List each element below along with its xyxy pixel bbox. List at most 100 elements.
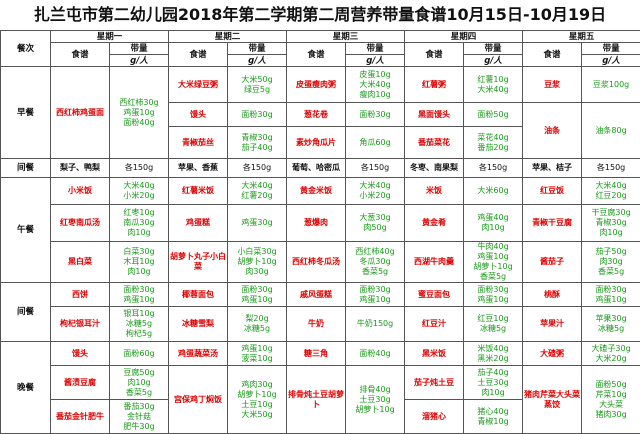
dish-name: 西湖牛肉羹 (404, 241, 465, 283)
dish-amount: 红薯10g 大米40g (463, 66, 524, 103)
dish-name: 番茄金针肥牛 (50, 399, 110, 434)
dish-amount: 牛肉40g 鸡蛋10g 胡萝卜10g 香菜5g (463, 241, 524, 283)
meal-label-lunch: 午餐 (0, 177, 51, 283)
dish-amount: 大米40g 小米20g (345, 177, 406, 205)
dish-amount: 大米40g 小米20g (108, 177, 170, 205)
dish-amount: 角瓜60g (345, 126, 406, 159)
dish-amount: 鸡肉30g 胡萝卜10g 土豆10g 大米50g (227, 365, 288, 434)
dish-amount: 面粉30g 鸡蛋10g (345, 282, 406, 307)
header-unit: g/人 (345, 54, 406, 67)
header-amount-label: 带量 (345, 42, 406, 55)
dish-name: 鸡蛋糕 (168, 204, 229, 242)
dish-amount: 干豆腐30g 青椒30g 肉10g (581, 204, 640, 242)
dish-amount: 面粉50g (463, 102, 524, 127)
dish-name: 冰糖雪梨 (168, 306, 229, 342)
header-amount-label: 带量 (463, 42, 524, 55)
meal-label-snack1: 间餐 (0, 158, 51, 178)
dish-amount: 大碴子30g 大米20g (581, 341, 640, 366)
dish-name: 黑白菜 (50, 241, 110, 283)
dish-name: 素炒角瓜片 (286, 126, 347, 159)
dish-name: 豆浆 (522, 66, 583, 103)
dish-name: 西饼 (50, 282, 110, 307)
dish-name: 皮蛋瘦肉粥 (286, 66, 347, 103)
header-dish-label: 食谱 (404, 42, 465, 67)
dish-name: 酱渍豆腐 (50, 365, 110, 400)
dish-name: 桃酥 (522, 282, 583, 307)
header-unit: g/人 (108, 54, 170, 67)
dish-name: 西红柿鸡蛋面 (50, 66, 110, 159)
menu-table: 餐次 星期一 星期二 星期三 星期四 星期五 食谱 带量 食谱 带量 食谱 带量 食谱 带量 食谱 带量 g/人… (0, 30, 640, 434)
snack-fruit: 苹果、桔子 (522, 158, 583, 178)
dish-amount: 面粉60g (108, 341, 170, 366)
dish-amount: 番茄30g 金针菇 肥牛30g (108, 399, 170, 434)
dish-name: 馒头 (50, 341, 110, 366)
dish-amount: 菜花40g 番茄20g (463, 126, 524, 159)
dish-amount: 面粉30g 鸡蛋10g (463, 282, 524, 307)
snack-amount: 各150g (345, 158, 406, 178)
dish-name: 葱花卷 (286, 102, 347, 127)
dish-name: 枸杞银耳汁 (50, 306, 110, 342)
dish-amount: 白菜30g 木耳10g 肉10g (108, 241, 170, 283)
dish-amount: 面粉30g 鸡蛋10g (227, 282, 288, 307)
dish-name: 苹果汁 (522, 306, 583, 342)
dish-name: 鸡蛋蔬菜汤 (168, 341, 229, 366)
snack-amount: 各150g (108, 158, 170, 178)
header-dish-label: 食谱 (286, 42, 347, 67)
dish-name: 馒头 (168, 102, 229, 127)
dish-name: 糖三角 (286, 341, 347, 366)
header-unit: g/人 (581, 54, 640, 67)
snack-amount: 各150g (227, 158, 288, 178)
dish-amount: 豆浆100g (581, 66, 640, 103)
dish-amount: 小白菜30g 胡萝卜10g 肉30g (227, 241, 288, 283)
snack-fruit: 梨子、鸭梨 (50, 158, 110, 178)
dish-name: 胡萝卜丸子小白菜 (168, 241, 229, 283)
header-day-tue: 星期二 (168, 30, 288, 43)
dish-name: 红豆汁 (404, 306, 465, 342)
meal-label-breakfast: 早餐 (0, 66, 51, 159)
dish-name: 宫保鸡丁焖饭 (168, 365, 229, 434)
dish-amount: 牛奶150g (345, 306, 406, 342)
dish-amount: 西红柿30g 鸡蛋10g 面粉40g (108, 66, 170, 159)
dish-amount: 皮蛋10g 大米40g 瘦肉10g (345, 66, 406, 103)
dish-name: 番茄菜花 (404, 126, 465, 159)
dish-name: 牛奶 (286, 306, 347, 342)
dish-name: 大米绿豆粥 (168, 66, 229, 103)
dish-name: 黑面馒头 (404, 102, 465, 127)
snack-amount: 各150g (463, 158, 524, 178)
snack-fruit: 苹果、香蕉 (168, 158, 229, 178)
dish-name: 戚风蛋糕 (286, 282, 347, 307)
dish-name: 椰蓉面包 (168, 282, 229, 307)
header-unit: g/人 (463, 54, 524, 67)
header-amount-label: 带量 (581, 42, 640, 55)
dish-amount: 银耳10g 冰糖5g 枸杞5g (108, 306, 170, 342)
dish-name: 大碴粥 (522, 341, 583, 366)
dish-amount: 豆腐50g 肉10g 香菜5g (108, 365, 170, 400)
dish-amount: 鸡蛋10g 菠菜10g (227, 341, 288, 366)
dish-amount: 油条80g (581, 102, 640, 159)
dish-name: 酱茄子 (522, 241, 583, 283)
header-dish-label: 食谱 (522, 42, 583, 67)
dish-name: 青椒茄丝 (168, 126, 229, 159)
dish-amount: 西红柿40g 冬瓜30g 香菜5g (345, 241, 406, 283)
dish-name: 黄金肴 (404, 204, 465, 242)
meal-label-dinner: 晚餐 (0, 341, 51, 434)
header-dish-label: 食谱 (168, 42, 229, 67)
dish-name: 油条 (522, 102, 583, 159)
dish-amount: 梨20g 冰糖5g (227, 306, 288, 342)
dish-amount: 鸡蛋40g 肉10g (463, 204, 524, 242)
snack-fruit: 冬枣、南果梨 (404, 158, 465, 178)
dish-amount: 面粉50g 芹菜10g 大头菜 猪肉30g (581, 365, 640, 434)
dish-amount: 大米40g 红豆20g (581, 177, 640, 205)
header-amount-label: 带量 (227, 42, 288, 55)
dish-amount: 苹果30g 冰糖5g (581, 306, 640, 342)
dish-amount: 面粉40g (345, 341, 406, 366)
page-title: 扎兰屯市第二幼儿园2018年第二学期第二周营养带量食谱10月15日-10月19日 (33, 5, 607, 24)
dish-name: 黑米饭 (404, 341, 465, 366)
dish-name: 米饭 (404, 177, 465, 205)
dish-amount: 青椒30g 茄子40g (227, 126, 288, 159)
dish-amount: 面粉30g 鸡蛋10g (581, 282, 640, 307)
dish-name: 小米饭 (50, 177, 110, 205)
header-day-mon: 星期一 (49, 30, 170, 43)
dish-amount: 面粉30g 鸡蛋10g (108, 282, 170, 307)
snack-fruit: 葡萄、哈密瓜 (286, 158, 347, 178)
